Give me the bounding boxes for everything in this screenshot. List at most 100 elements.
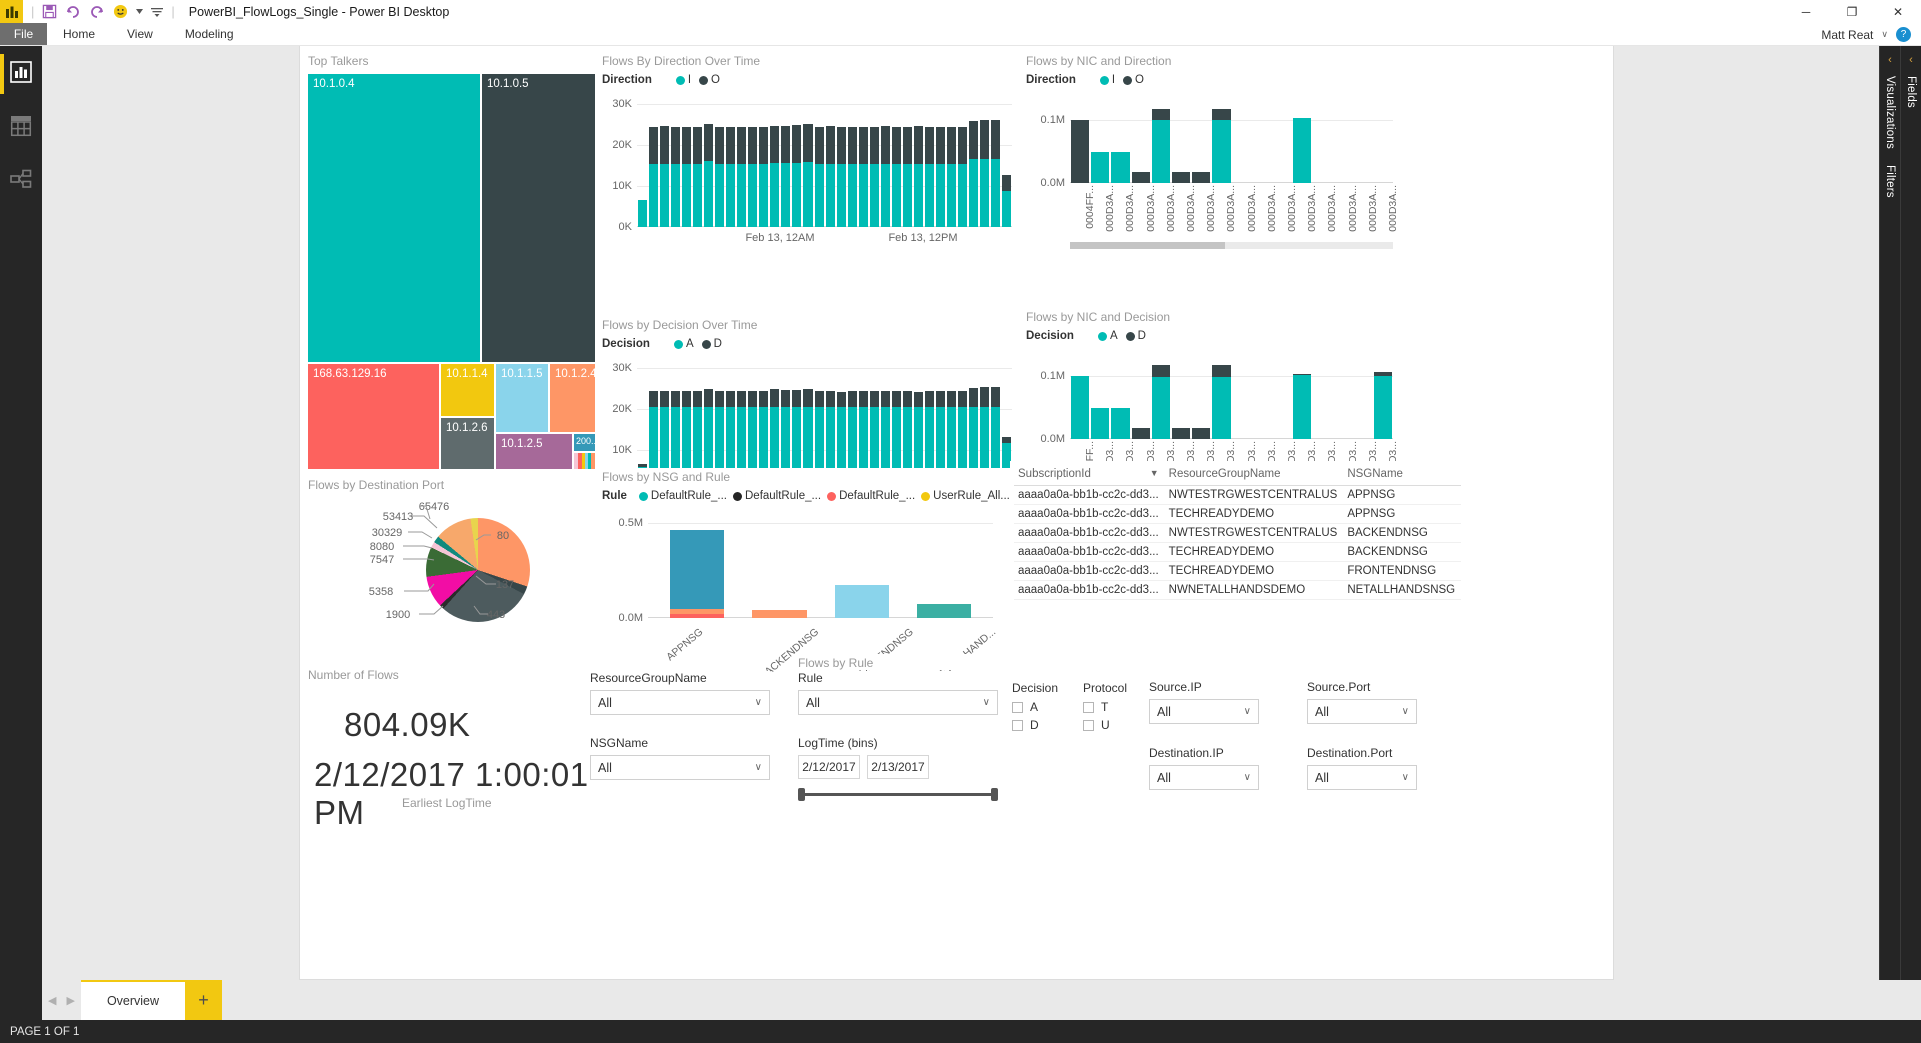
bar-segment[interactable] — [715, 163, 725, 227]
save-icon[interactable] — [42, 4, 57, 19]
bar-segment[interactable] — [869, 407, 879, 491]
bar-segment[interactable] — [759, 163, 769, 227]
bar-column[interactable] — [704, 368, 714, 491]
bar-segment[interactable] — [726, 126, 736, 164]
bar-segment[interactable] — [704, 388, 714, 408]
bar-segment[interactable] — [913, 126, 923, 164]
bar-segment[interactable] — [979, 158, 989, 227]
bar-segment[interactable] — [693, 407, 703, 491]
bar-segment[interactable] — [704, 124, 714, 161]
bar-segment[interactable] — [693, 390, 703, 408]
bar-column[interactable] — [1002, 368, 1012, 491]
bar-segment[interactable] — [880, 390, 890, 408]
bar-column[interactable] — [916, 523, 971, 618]
bar-column[interactable] — [1293, 99, 1312, 183]
legend-item[interactable]: D — [701, 338, 722, 350]
slicer-source-ip[interactable]: Source.IP All ∨ — [1149, 680, 1259, 724]
bar-segment[interactable] — [737, 163, 747, 227]
slider-knob-right[interactable] — [991, 788, 998, 801]
bar-column[interactable] — [1333, 99, 1351, 183]
bar-segment[interactable] — [726, 390, 736, 408]
treemap-cell[interactable]: 10.1.2.4 — [550, 364, 595, 432]
bar-segment[interactable] — [715, 407, 725, 491]
bar-segment[interactable] — [1091, 152, 1110, 183]
bar-segment[interactable] — [979, 120, 989, 159]
bar-segment[interactable] — [781, 407, 791, 491]
model-view-button[interactable] — [0, 162, 42, 202]
bar-segment[interactable] — [968, 387, 978, 408]
bar-column[interactable] — [781, 368, 791, 491]
bar-column[interactable] — [1192, 99, 1211, 183]
bar-column[interactable] — [814, 368, 824, 491]
bar-column[interactable] — [858, 368, 868, 491]
chevron-down-icon[interactable]: ∨ — [754, 762, 762, 773]
bar-segment[interactable] — [759, 407, 769, 491]
checkbox-decision-a[interactable]: A — [1012, 700, 1082, 714]
bar-segment[interactable] — [1373, 372, 1392, 376]
logtime-range-slider[interactable] — [798, 787, 998, 801]
bar-segment[interactable] — [670, 609, 725, 614]
bar-segment[interactable] — [836, 407, 846, 491]
page-next-icon[interactable]: ▶ — [66, 994, 75, 1007]
bar-column[interactable] — [759, 368, 769, 491]
bar-column[interactable] — [638, 104, 648, 227]
bar-segment[interactable] — [935, 407, 945, 491]
bar-column[interactable] — [682, 104, 692, 227]
bar-segment[interactable] — [1212, 376, 1231, 439]
bar-column[interactable] — [880, 104, 890, 227]
bar-column[interactable] — [781, 104, 791, 227]
bar-column[interactable] — [946, 104, 956, 227]
slicer-dropdown[interactable]: All ∨ — [798, 690, 998, 715]
bar-segment[interactable] — [737, 126, 747, 164]
maximize-button[interactable]: ❐ — [1846, 4, 1858, 19]
bar-segment[interactable] — [803, 124, 813, 163]
bar-segment[interactable] — [1002, 443, 1012, 491]
visual-flows-by-nic-and-direction[interactable]: Flows by NIC and Direction Direction I O… — [1022, 52, 1409, 264]
bar-column[interactable] — [1273, 355, 1291, 439]
bar-segment[interactable] — [834, 584, 889, 618]
table-row[interactable]: aaaa0a0a-bb1b-cc2c-dd3... TECHREADYDEMO FR… — [1014, 561, 1462, 581]
minimize-button[interactable]: ─ — [1801, 4, 1811, 19]
table-row[interactable]: aaaa0a0a-bb1b-cc2c-dd3... NWTESTRGWESTCEN… — [1014, 485, 1462, 505]
bar-segment[interactable] — [1151, 109, 1170, 121]
bar-segment[interactable] — [891, 163, 901, 227]
bar-segment[interactable] — [902, 163, 912, 227]
slicer-dropdown[interactable]: All ∨ — [590, 690, 770, 715]
tab-modeling[interactable]: Modeling — [184, 27, 234, 41]
bar-segment[interactable] — [792, 407, 802, 491]
bar-segment[interactable] — [913, 391, 923, 408]
bar-column[interactable] — [1233, 99, 1251, 183]
treemap-cell[interactable]: 10.1.2.5 — [496, 434, 572, 469]
bar-column[interactable] — [825, 104, 835, 227]
bar-segment[interactable] — [869, 163, 879, 227]
bar-column[interactable] — [935, 104, 945, 227]
legend-item[interactable]: DefaultRule_... — [638, 490, 727, 502]
bar-segment[interactable] — [660, 391, 670, 408]
bar-segment[interactable] — [752, 610, 807, 618]
treemap-cell[interactable]: 10.1.1.5 — [496, 364, 548, 432]
bar-segment[interactable] — [957, 407, 967, 491]
bar-segment[interactable] — [847, 163, 857, 227]
bar-segment[interactable] — [1293, 373, 1312, 376]
bar-segment[interactable] — [1171, 172, 1191, 183]
undo-icon[interactable] — [65, 5, 81, 19]
slicer-dropdown[interactable]: All ∨ — [1149, 765, 1259, 790]
bar-segment[interactable] — [638, 463, 648, 467]
bar-segment[interactable] — [916, 604, 971, 618]
legend-item[interactable]: DefaultRule_... — [827, 490, 915, 502]
bar-segment[interactable] — [1192, 172, 1211, 183]
bar-column[interactable] — [660, 368, 670, 491]
bar-column[interactable] — [1313, 355, 1331, 439]
bar-segment[interactable] — [748, 126, 758, 164]
bar-column[interactable] — [1071, 355, 1090, 439]
bar-segment[interactable] — [825, 391, 835, 408]
bar-segment[interactable] — [924, 407, 934, 491]
fields-panel-collapsed[interactable]: ‹ Fields — [1900, 46, 1921, 980]
bar-segment[interactable] — [682, 126, 692, 164]
chevron-left-icon[interactable]: ‹ — [1909, 54, 1913, 66]
bar-column[interactable] — [869, 368, 879, 491]
bar-segment[interactable] — [682, 390, 692, 408]
report-view-button[interactable] — [0, 54, 42, 94]
bar-segment[interactable] — [946, 391, 956, 408]
bar-segment[interactable] — [803, 407, 813, 491]
